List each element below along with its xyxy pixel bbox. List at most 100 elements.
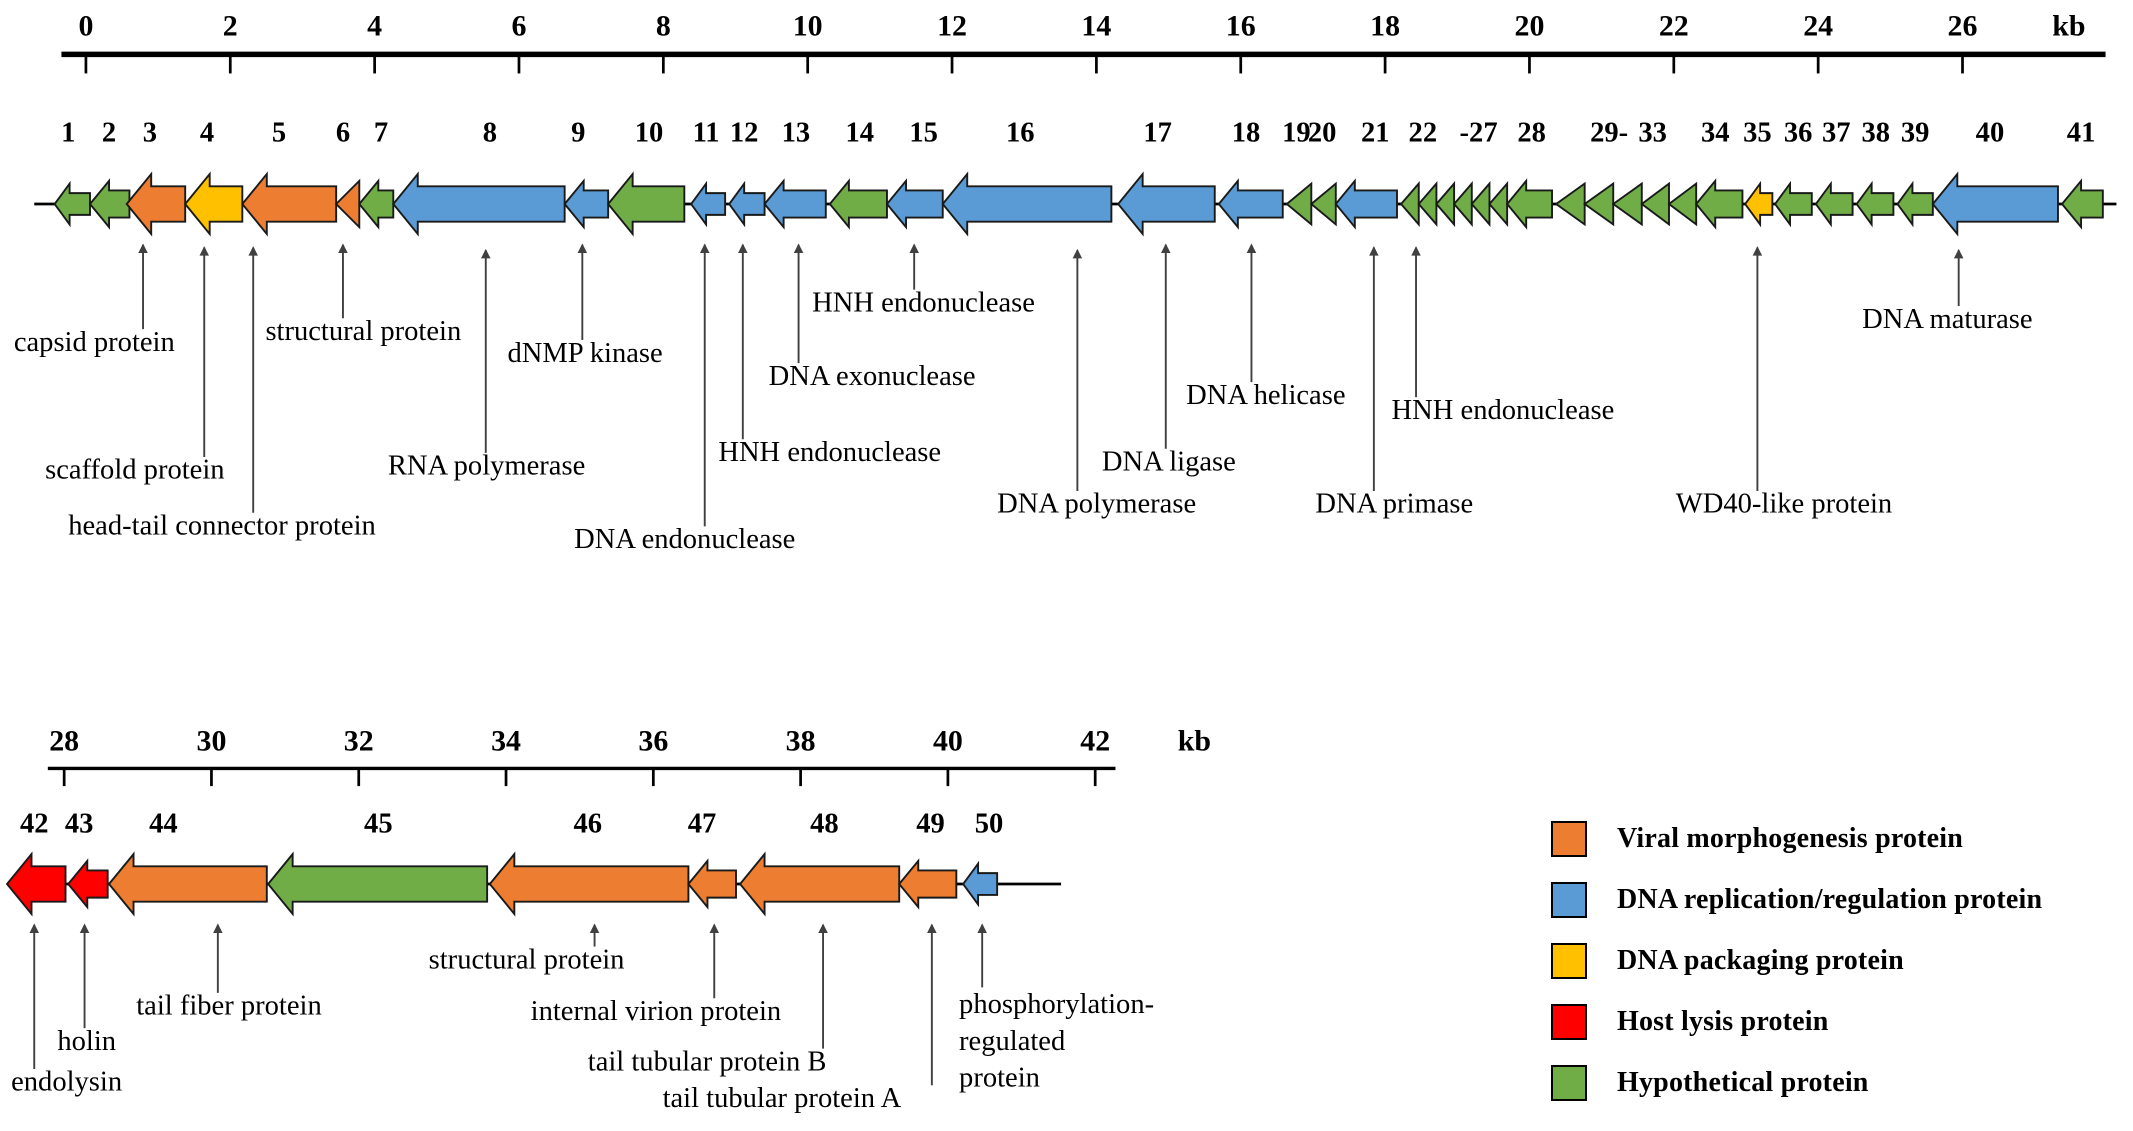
gene-arrow-36 xyxy=(1773,180,1813,228)
gene-number-7: 7 xyxy=(374,117,388,148)
ruler-tick-label-22: 22 xyxy=(1659,9,1689,42)
ruler-tick-label-2: 2 xyxy=(223,9,238,42)
gene-arrow-15 xyxy=(885,178,944,230)
gene-number-17: 17 xyxy=(1143,117,1172,148)
gene-number-33: 33 xyxy=(1638,117,1667,148)
ruler-tick-label-36: 36 xyxy=(638,725,668,758)
gene-number-11: 11 xyxy=(693,117,720,148)
annotation-label-dna-ligase: DNA ligase xyxy=(1102,447,1236,478)
annotation-label-dnmp-kinase: dNMP kinase xyxy=(508,338,663,369)
gene-arrow-17 xyxy=(1116,171,1216,237)
gene-arrow-11 xyxy=(689,180,727,228)
legend-label-viral-morphogenesis: Viral morphogenesis protein xyxy=(1617,823,1964,854)
gene-arrow-26 xyxy=(1470,181,1491,227)
annotation-label-dna-primase: DNA primase xyxy=(1315,489,1473,520)
gene-number-49: 49 xyxy=(916,808,945,839)
ruler-tick-label-20: 20 xyxy=(1515,9,1545,42)
ruler-tick-label-30: 30 xyxy=(196,725,226,758)
ruler-tick-label-4: 4 xyxy=(367,9,382,42)
legend-item-hypothetical: Hypothetical protein xyxy=(1551,1064,2042,1102)
legend-swatch-dna-replication xyxy=(1551,882,1587,918)
legend-label-dna-replication: DNA replication/regulation protein xyxy=(1617,884,2043,915)
gene-arrow-50 xyxy=(961,860,999,908)
annotation-label-dna-maturase: DNA maturase xyxy=(1862,304,2032,335)
gene-arrow-29 xyxy=(1554,181,1586,227)
gene-arrow-13 xyxy=(763,178,827,230)
gene-number-36: 36 xyxy=(1784,117,1813,148)
annotation-label-tail-tubular-protein-b: tail tubular protein B xyxy=(588,1046,827,1077)
gene-arrow-47 xyxy=(687,858,737,910)
gene-number-46: 46 xyxy=(573,808,602,839)
gene-arrow-25 xyxy=(1452,181,1473,227)
gene-arrow-28 xyxy=(1505,178,1553,230)
gene-number-21: 21 xyxy=(1361,117,1390,148)
genome-segment-0-26kb: 0 2 4 6 8 10 12 14 16 18 20 22 24 26 kb1 2 3 4 5 6 7 8 9 10 11 12… xyxy=(14,9,2117,555)
annotation-label-endolysin: endolysin xyxy=(11,1067,122,1098)
gene-number-6: 6 xyxy=(336,117,350,148)
ruler-tick-label-28: 28 xyxy=(49,725,79,758)
gene-arrow-21 xyxy=(1334,178,1398,230)
gene-arrow-12 xyxy=(728,180,766,228)
ruler-tick-label-18: 18 xyxy=(1370,9,1400,42)
legend-swatch-host-lysis xyxy=(1551,1004,1587,1040)
gene-arrow-39 xyxy=(1896,180,1934,228)
gene-number-9: 9 xyxy=(571,117,585,148)
annotation-label-rna-polymerase: RNA polymerase xyxy=(388,451,585,482)
gene-arrow-49 xyxy=(897,858,958,910)
gene-number-39: 39 xyxy=(1901,117,1930,148)
gene-number-13: 13 xyxy=(782,117,811,148)
annotation-label-structural-protein: structural protein xyxy=(265,316,461,347)
legend-label-host-lysis: Host lysis protein xyxy=(1617,1006,1829,1037)
gene-arrow-44 xyxy=(107,851,268,917)
ruler-tick-label-24: 24 xyxy=(1803,9,1833,42)
gene-number-45: 45 xyxy=(364,808,393,839)
ruler-tick-label-6: 6 xyxy=(512,9,527,42)
gene-number-14: 14 xyxy=(846,117,875,148)
annotation-label-phosphorylation: phosphorylation- xyxy=(959,989,1154,1020)
gene-arrow-14 xyxy=(828,178,888,230)
annotation-label-dna-exonuclease: DNA exonuclease xyxy=(769,361,976,392)
gene-arrow-33 xyxy=(1667,181,1698,227)
gene-arrow-31 xyxy=(1611,181,1643,227)
gene-number-48: 48 xyxy=(810,808,839,839)
gene-arrow-30 xyxy=(1583,181,1615,227)
annotation-label-hnh-endonuclease: HNH endonuclease xyxy=(1392,395,1615,426)
gene-arrow-20 xyxy=(1309,181,1337,227)
gene-arrow-3 xyxy=(125,171,187,237)
ruler-unit-label: kb xyxy=(2052,9,2085,42)
gene-arrow-24 xyxy=(1435,181,1456,227)
legend-swatch-dna-packaging xyxy=(1551,943,1587,979)
ruler-tick-label-14: 14 xyxy=(1081,9,1111,42)
genome-segment-28-42kb: 28 30 32 34 36 38 40 42 kb 42 43 44 45 46 47 48 49 50 endo… xyxy=(5,725,1211,1114)
gene-number-37: 37 xyxy=(1822,117,1851,148)
gene-arrow-27 xyxy=(1488,181,1509,227)
gene-arrow-1 xyxy=(53,180,91,228)
gene-number-4: 4 xyxy=(200,117,214,148)
gene-arrow-8 xyxy=(392,171,566,237)
annotation-label-internal-virion-protein: internal virion protein xyxy=(531,996,782,1027)
gene-arrow-4 xyxy=(183,171,244,237)
gene-arrow-22 xyxy=(1399,181,1420,227)
ruler-tick-label-10: 10 xyxy=(793,9,823,42)
ruler-tick-label-26: 26 xyxy=(1948,9,1978,42)
gene-arrow-45 xyxy=(266,851,489,917)
gene-arrow-32 xyxy=(1640,181,1670,227)
legend-item-viral-morphogenesis: Viral morphogenesis protein xyxy=(1551,820,2042,858)
gene-arrow-34 xyxy=(1694,178,1744,230)
gene-arrow-10 xyxy=(606,171,686,237)
gene-arrow-42 xyxy=(5,851,67,917)
gene-arrow-18 xyxy=(1217,178,1284,230)
legend: Viral morphogenesis protein DNA replicat… xyxy=(1551,820,2042,1102)
gene-number-22: 22 xyxy=(1409,117,1438,148)
ruler-tick-label-0: 0 xyxy=(78,9,93,42)
ruler-tick-label-32: 32 xyxy=(344,725,374,758)
gene-number-47: 47 xyxy=(688,808,717,839)
annotation-label-tail-tubular-protein-a: tail tubular protein A xyxy=(663,1083,902,1114)
gene-number-12: 12 xyxy=(730,117,759,148)
legend-swatch-viral-morphogenesis xyxy=(1551,821,1587,857)
gene-number-41: 41 xyxy=(2067,117,2096,148)
annotation-label-structural-protein: structural protein xyxy=(429,944,625,975)
gene-arrow-5 xyxy=(241,171,338,237)
ruler-tick-label-8: 8 xyxy=(656,9,671,42)
